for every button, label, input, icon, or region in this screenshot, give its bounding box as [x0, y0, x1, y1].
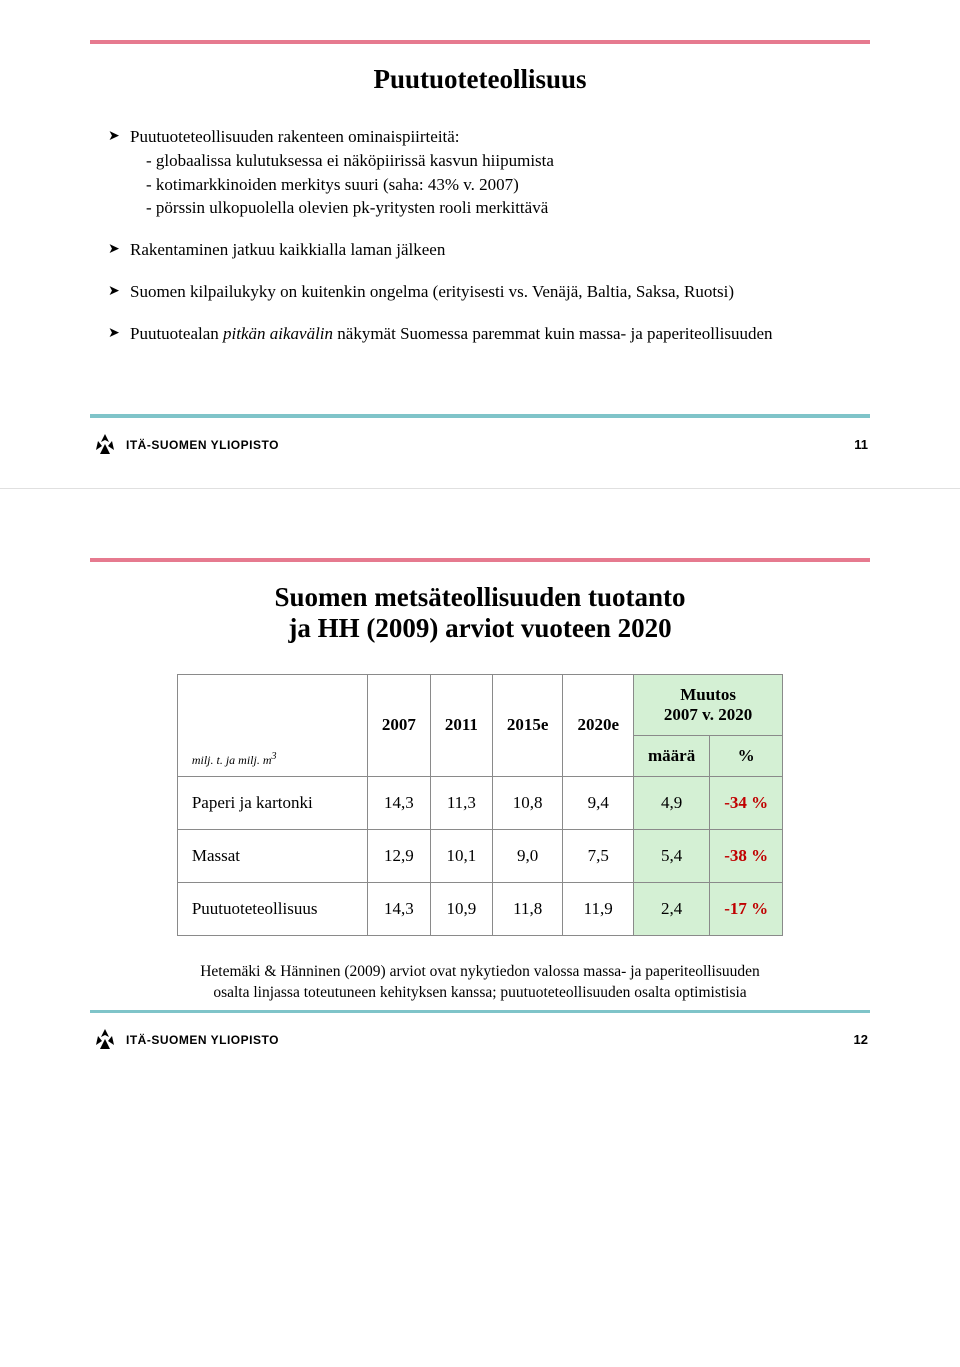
muutos-label: Muutos	[680, 685, 736, 704]
logo-text: ITÄ-SUOMEN YLIOPISTO	[126, 438, 279, 452]
cell: 11,3	[430, 776, 492, 829]
cell: 7,5	[563, 829, 634, 882]
production-table: milj. t. ja milj. m3 2007 2011 2015e 202…	[177, 674, 783, 936]
bullet-text: Puutuoteteollisuuden rakenteen ominaispi…	[130, 127, 460, 146]
page-number: 11	[854, 437, 868, 452]
pct-cell: -38 %	[710, 829, 783, 882]
bullet-sub: - globaalissa kulutuksessa ei näköpiiris…	[130, 149, 870, 173]
unit-cell: milj. t. ja milj. m3	[177, 674, 367, 776]
cell: 9,0	[492, 829, 563, 882]
caption-line2: osalta linjassa toteutuneen kehityksen k…	[213, 984, 746, 1001]
col-header: 2015e	[492, 674, 563, 776]
bullet-item: ➤ Puutuoteteollisuuden rakenteen ominais…	[108, 125, 870, 220]
slide-footer: ITÄ-SUOMEN YLIOPISTO 11	[90, 432, 870, 458]
pct-cell: -34 %	[710, 776, 783, 829]
bullet-item: ➤ Rakentaminen jatkuu kaikkialla laman j…	[108, 238, 870, 262]
row-label: Puutuoteteollisuus	[177, 882, 367, 935]
col-header: 2020e	[563, 674, 634, 776]
page-number: 12	[854, 1032, 868, 1047]
caption: Hetemäki & Hänninen (2009) arviot ovat n…	[90, 961, 870, 1004]
slide-footer: ITÄ-SUOMEN YLIOPISTO 12	[90, 1027, 870, 1053]
col-header: 2007	[367, 674, 430, 776]
unit-label: milj. t. ja milj. m	[192, 753, 272, 767]
pct-cell: -17 %	[710, 882, 783, 935]
slide2-title: Suomen metsäteollisuuden tuotanto ja HH …	[90, 582, 870, 644]
bullet-marker-icon: ➤	[108, 240, 120, 260]
title-line2: ja HH (2009) arviot vuoteen 2020	[288, 613, 671, 643]
university-logo: ITÄ-SUOMEN YLIOPISTO	[92, 1027, 279, 1053]
bullet-item: ➤ Puutuotealan pitkän aikavälin näkymät …	[108, 322, 870, 346]
cell: 10,1	[430, 829, 492, 882]
table-row: Paperi ja kartonki 14,3 11,3 10,8 9,4 4,…	[177, 776, 782, 829]
slide-1: Puutuoteteollisuus ➤ Puutuoteteollisuude…	[0, 0, 960, 488]
row-label: Massat	[177, 829, 367, 882]
caption-line1: Hetemäki & Hänninen (2009) arviot ovat n…	[200, 963, 760, 980]
cell: 12,9	[367, 829, 430, 882]
muutos-header: Muutos 2007 v. 2020	[634, 674, 783, 735]
top-rule-pink	[90, 558, 870, 562]
table-header-row: milj. t. ja milj. m3 2007 2011 2015e 202…	[177, 674, 782, 735]
bottom-rule-teal	[90, 414, 870, 418]
cell: 9,4	[563, 776, 634, 829]
bullet-marker-icon: ➤	[108, 127, 120, 147]
table-row: Massat 12,9 10,1 9,0 7,5 5,4 -38 %	[177, 829, 782, 882]
bullet-text-em: pitkän aikavälin	[223, 324, 333, 343]
unit-sup: 3	[272, 751, 277, 762]
cell: 10,8	[492, 776, 563, 829]
bullet-list: ➤ Puutuoteteollisuuden rakenteen ominais…	[90, 125, 870, 346]
bullet-text: Rakentaminen jatkuu kaikkialla laman jäl…	[130, 240, 445, 259]
bullet-text-pre: Puutuotealan	[130, 324, 223, 343]
maara-header: määrä	[634, 735, 710, 776]
pct-header: %	[710, 735, 783, 776]
bullet-sub: - kotimarkkinoiden merkitys suuri (saha:…	[130, 173, 870, 197]
bullet-text-post: näkymät Suomessa paremmat kuin massa- ja…	[333, 324, 773, 343]
row-label: Paperi ja kartonki	[177, 776, 367, 829]
bullet-text: Suomen kilpailukyky on kuitenkin ongelma…	[130, 282, 734, 301]
table-row: Puutuoteteollisuus 14,3 10,9 11,8 11,9 2…	[177, 882, 782, 935]
bottom-rule-teal	[90, 1010, 870, 1013]
bullet-sub: - pörssin ulkopuolella olevien pk-yritys…	[130, 196, 870, 220]
cell: 11,8	[492, 882, 563, 935]
maara-cell: 5,4	[634, 829, 710, 882]
col-header: 2011	[430, 674, 492, 776]
flame-logo-icon	[92, 432, 118, 458]
maara-cell: 4,9	[634, 776, 710, 829]
muutos-sub: 2007 v. 2020	[664, 705, 752, 724]
table-wrap: milj. t. ja milj. m3 2007 2011 2015e 202…	[90, 674, 870, 936]
slide-2: Suomen metsäteollisuuden tuotanto ja HH …	[0, 518, 960, 1083]
bullet-marker-icon: ➤	[108, 282, 120, 302]
logo-text: ITÄ-SUOMEN YLIOPISTO	[126, 1033, 279, 1047]
cell: 14,3	[367, 776, 430, 829]
flame-logo-icon	[92, 1027, 118, 1053]
maara-cell: 2,4	[634, 882, 710, 935]
title-line1: Suomen metsäteollisuuden tuotanto	[274, 582, 685, 612]
bullet-marker-icon: ➤	[108, 324, 120, 344]
university-logo: ITÄ-SUOMEN YLIOPISTO	[92, 432, 279, 458]
slide-divider	[0, 488, 960, 518]
slide1-title: Puutuoteteollisuus	[90, 64, 870, 95]
top-rule-pink	[90, 40, 870, 44]
cell: 11,9	[563, 882, 634, 935]
cell: 10,9	[430, 882, 492, 935]
cell: 14,3	[367, 882, 430, 935]
bullet-item: ➤ Suomen kilpailukyky on kuitenkin ongel…	[108, 280, 870, 304]
